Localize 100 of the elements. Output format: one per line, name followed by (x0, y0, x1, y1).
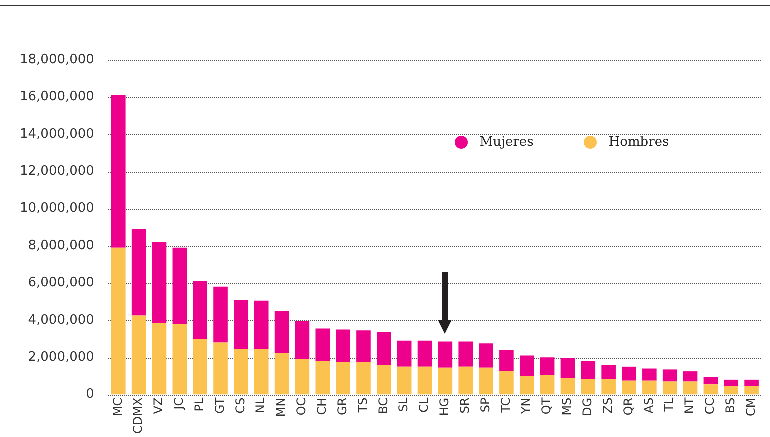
x-tick-label: HG (438, 398, 452, 416)
x-tick-label: CM (744, 398, 758, 417)
bar (397, 340, 412, 367)
x-tick-label: NL (254, 398, 268, 414)
bar (581, 378, 596, 395)
bar (662, 382, 678, 395)
bar (234, 300, 248, 350)
bar (172, 248, 188, 324)
bar (152, 242, 167, 324)
bar (540, 358, 555, 376)
x-tick-label: YN (519, 398, 534, 416)
bar (193, 339, 208, 395)
y-tick-label: 2,000,000 (28, 350, 94, 365)
x-tick-label: MN (274, 398, 288, 418)
bar (254, 300, 269, 350)
x-tick-label: TL (662, 397, 676, 413)
y-tick-label: 14,000,000 (20, 126, 94, 142)
bar (193, 281, 208, 340)
bar (336, 330, 350, 362)
x-tick-label: TC (498, 398, 513, 414)
y-tick-label: 8,000,000 (28, 238, 94, 254)
bar (683, 382, 698, 395)
x-tick-label: PL (192, 397, 206, 412)
bar (458, 366, 473, 395)
bar (234, 349, 248, 395)
bar (479, 368, 494, 395)
x-tick-label: TS (356, 398, 370, 414)
bar (111, 95, 126, 248)
x-tick-label: SR (458, 398, 472, 414)
bar (295, 321, 310, 360)
bar (274, 352, 290, 395)
bar (479, 344, 494, 368)
bar (254, 349, 269, 395)
bar (724, 380, 739, 386)
bar (295, 359, 310, 395)
bar (622, 380, 636, 395)
bar (316, 361, 330, 395)
bar (581, 361, 596, 379)
bar (336, 362, 350, 395)
x-tick-label: SP (478, 398, 492, 413)
bar (744, 386, 759, 395)
legend-label: Mujeres (480, 135, 534, 150)
bar (377, 332, 392, 366)
x-tick-label: JC (172, 398, 186, 411)
bar (397, 366, 412, 395)
x-tick-label: MC (110, 398, 125, 417)
bar (704, 384, 718, 395)
bar (642, 368, 657, 381)
y-tick-label: 6,000,000 (28, 276, 94, 291)
bar (418, 366, 432, 395)
bar (418, 340, 432, 367)
x-tick-label: BC (376, 398, 390, 414)
bar (274, 311, 290, 353)
bar (111, 248, 126, 395)
bar (683, 372, 698, 382)
bar (132, 316, 146, 395)
x-tick-label: CH (315, 398, 330, 416)
x-tick-label: MS (560, 398, 574, 416)
bar (744, 380, 759, 386)
y-tick-label: 0 (86, 387, 94, 402)
bar (560, 378, 576, 395)
y-tick-label: 16,000,000 (20, 90, 94, 105)
bar (214, 286, 228, 343)
bar (662, 370, 678, 382)
bar (458, 342, 473, 367)
x-tick-label: GR (335, 398, 350, 416)
x-tick-label: CL (417, 398, 432, 413)
bar (500, 350, 514, 372)
x-tick-label: NT (682, 397, 697, 414)
bar (214, 342, 228, 395)
x-tick-label: ZS (600, 398, 615, 414)
bar (356, 330, 371, 362)
bar (704, 377, 718, 385)
bar (152, 323, 167, 395)
x-tick-label: SL (396, 398, 411, 412)
bar (172, 324, 188, 395)
bar (602, 365, 616, 379)
bar (356, 362, 371, 395)
bar (520, 376, 534, 395)
bar (132, 229, 146, 316)
bar (622, 366, 636, 381)
x-tick-label: QT (540, 397, 554, 415)
bar (602, 378, 616, 395)
x-tick-label: GT (212, 397, 227, 414)
x-tick-label: QR (621, 398, 636, 416)
x-tick-label: OC (294, 398, 309, 416)
bar (377, 365, 392, 395)
y-tick-label: 18,000,000 (20, 52, 94, 68)
bar (438, 342, 453, 368)
x-tick-label: DG (580, 398, 595, 416)
x-tick-label: CC (703, 398, 718, 415)
y-tick-label: 12,000,000 (20, 164, 94, 179)
x-tick-label: AS (642, 398, 656, 414)
x-tick-label: CDMX (131, 398, 146, 434)
x-tick-label: BS (723, 398, 738, 414)
x-tick-label: CS (233, 398, 248, 414)
x-tick-label: VZ (152, 398, 166, 414)
legend-label: Hombres (608, 135, 670, 150)
bar (724, 386, 739, 395)
y-tick-label: 4,000,000 (28, 312, 94, 328)
